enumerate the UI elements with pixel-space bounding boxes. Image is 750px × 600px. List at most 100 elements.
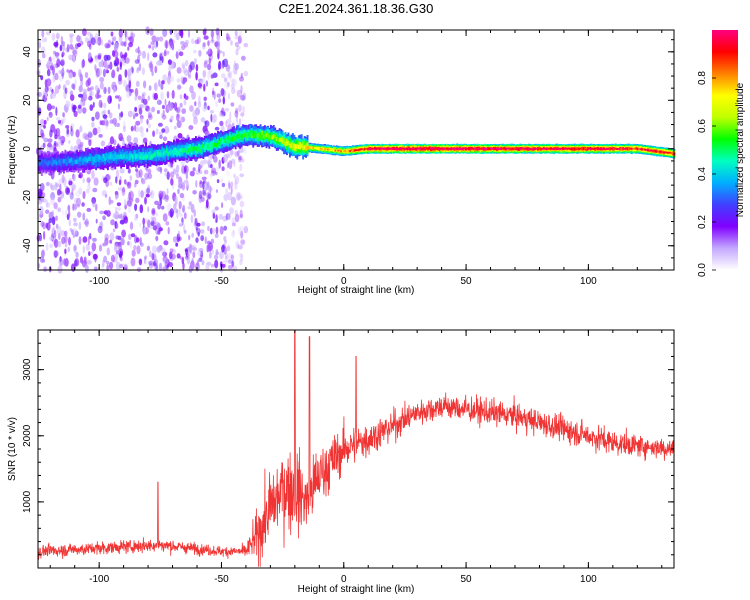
noise-blob (211, 227, 216, 235)
noise-blob (214, 259, 219, 269)
ridge-cell (283, 139, 285, 144)
ridge-cell (297, 144, 300, 149)
noise-blob (68, 140, 71, 144)
noise-blob (110, 31, 114, 37)
noise-blob (72, 174, 76, 182)
noise-blob (242, 105, 246, 114)
noise-blob (122, 120, 126, 129)
noise-blob (192, 190, 197, 195)
ridge-cell (415, 147, 418, 150)
noise-blob (226, 33, 230, 42)
noise-blob (38, 41, 42, 49)
ridge-cell (614, 147, 617, 150)
noise-blob (97, 54, 102, 60)
noise-blob (147, 95, 151, 101)
colorbar-tick-label: 0.0 (697, 263, 708, 277)
noise-blob (228, 252, 233, 261)
noise-blob (183, 99, 187, 106)
noise-blob (166, 188, 169, 195)
noise-blob (189, 61, 195, 71)
noise-blob (58, 140, 61, 150)
noise-blob (106, 211, 110, 215)
noise-blob (61, 40, 65, 47)
noise-blob (147, 52, 150, 62)
ridge-cell (377, 147, 379, 150)
noise-blob (131, 249, 136, 257)
ridge-cell (603, 147, 605, 150)
ridge-cell (363, 148, 366, 151)
noise-blob (202, 105, 208, 112)
noise-blob (234, 62, 239, 71)
noise-blob (165, 40, 168, 49)
noise-blob (169, 75, 174, 83)
noise-blob (166, 50, 170, 55)
noise-blob (119, 256, 123, 262)
noise-blob (91, 197, 97, 204)
ridge-cell (463, 147, 466, 150)
noise-blob (161, 247, 166, 257)
ridge-cell (256, 133, 259, 138)
noise-blob (138, 189, 141, 198)
spectrogram-x-tick-label: 100 (580, 276, 597, 287)
ridge-cell (437, 147, 440, 150)
ridge-cell (447, 147, 450, 150)
noise-blob (154, 200, 160, 205)
noise-blob (87, 236, 90, 246)
noise-blob (227, 81, 230, 87)
noise-blob (207, 160, 211, 166)
noise-blob (109, 95, 112, 103)
ridge-cell (192, 146, 194, 151)
noise-blob (222, 58, 229, 68)
noise-blob (78, 221, 82, 230)
noise-blob (161, 55, 164, 64)
noise-blob (219, 251, 224, 260)
ridge-cell (167, 152, 170, 157)
ridge-cell (654, 150, 657, 152)
noise-blob (157, 203, 162, 210)
ridge-cell (382, 148, 385, 150)
noise-blob (46, 202, 51, 208)
ridge-cell (625, 147, 627, 150)
noise-blob (192, 247, 198, 252)
noise-blob (142, 50, 146, 59)
noise-blob (234, 209, 238, 216)
noise-blob (156, 246, 162, 253)
noise-blob (164, 172, 167, 177)
noise-blob (230, 40, 233, 46)
noise-blob (203, 35, 209, 40)
ridge-cell (380, 147, 382, 150)
ridge-cell (513, 147, 516, 150)
noise-blob (72, 71, 76, 78)
noise-blob (53, 238, 59, 248)
spectrogram-y-axis-label: Frequency (Hz) (7, 116, 18, 185)
ridge-cell (234, 136, 237, 141)
noise-blob (166, 128, 170, 133)
noise-blob (205, 262, 210, 272)
noise-blob (158, 227, 163, 232)
noise-blob (134, 214, 137, 221)
noise-blob (148, 112, 152, 118)
noise-blob (72, 228, 78, 236)
ridge-cell (358, 149, 360, 151)
ridge-cell (444, 147, 447, 150)
ridge-cell (566, 147, 569, 150)
noise-blob (128, 79, 132, 89)
noise-blob (126, 200, 132, 207)
noise-blob (231, 222, 236, 227)
noise-blob (157, 230, 161, 235)
ridge-cell (582, 147, 585, 150)
ridge-cell (360, 148, 363, 151)
ridge-cell (123, 153, 125, 158)
ridge-cell (45, 161, 48, 166)
noise-blob (54, 85, 60, 94)
noise-blob (210, 170, 216, 177)
noise-blob (169, 251, 173, 260)
noise-blob (124, 30, 127, 38)
ridge-cell (523, 147, 526, 150)
ridge-cell (540, 147, 542, 150)
noise-blob (127, 206, 132, 214)
noise-blob (79, 141, 84, 147)
ridge-cell (139, 155, 142, 160)
noise-blob (55, 215, 58, 221)
spectrogram-x-tick-label: 0 (341, 276, 347, 287)
